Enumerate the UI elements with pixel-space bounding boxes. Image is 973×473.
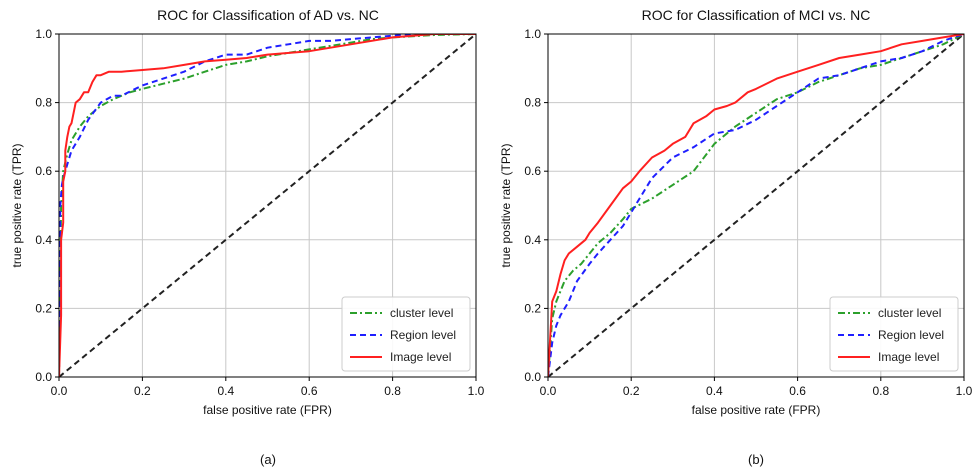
x-axis-label: false positive rate (FPR) [692,403,821,417]
roc-chart-ad-vs-nc: ROC for Classification of AD vs. NC0.0 0.… [10,7,485,467]
x-tick-label: 0.2 [623,384,640,398]
series-line-image-level [548,34,964,377]
x-tick-label: 0.4 [706,384,723,398]
y-tick-label: 0.0 [35,370,52,384]
legend-label: cluster level [878,306,941,320]
y-axis-label: true positive rate (TPR) [10,143,24,267]
x-tick-label: 0.6 [301,384,318,398]
y-tick-label: 1.0 [35,27,52,41]
x-tick-label: 1.0 [468,384,485,398]
y-tick-label: 0.4 [524,233,541,247]
x-axis-label: false positive rate (FPR) [203,403,332,417]
series-line-image-level [59,34,476,377]
y-tick-label: 1.0 [524,27,541,41]
series-line-region-level [548,34,964,377]
x-tick-label: 0.6 [789,384,806,398]
legend-box [829,296,959,372]
panel-caption: (b) [748,452,764,467]
series-line-cluster-level [59,34,476,377]
legend-label: Region level [390,328,456,342]
panel-caption: (a) [260,452,276,467]
y-tick-label: 0.2 [35,301,52,315]
x-tick-label: 0.8 [384,384,401,398]
x-tick-label: 0.0 [540,384,557,398]
y-tick-label: 0.2 [524,301,541,315]
chart-title: ROC for Classification of MCI vs. NC [642,7,871,23]
legend-label: Image level [878,350,939,364]
plot-frame [547,33,965,378]
x-tick-label: 0.0 [51,384,68,398]
x-tick-label: 0.8 [872,384,889,398]
y-tick-label: 0.8 [35,96,52,110]
legend-box [341,296,471,372]
y-tick-label: 0.4 [35,233,52,247]
legend-label: cluster level [390,306,453,320]
chart-title: ROC for Classification of AD vs. NC [157,7,379,23]
y-tick-label: 0.6 [524,164,541,178]
x-tick-label: 0.2 [134,384,151,398]
y-tick-label: 0.8 [524,96,541,110]
y-tick-label: 0.0 [524,370,541,384]
y-tick-label: 0.6 [35,164,52,178]
roc-chart-mci-vs-nc: ROC for Classification of MCI vs. NC0.0 0… [499,7,973,467]
plot-frame [58,33,477,378]
legend: cluster level Region level Image level [829,296,959,372]
legend-label: Image level [390,350,451,364]
series-group [548,34,964,377]
x-tick-label: 0.4 [217,384,234,398]
series-line-cluster-level [548,34,964,377]
series-group [59,34,476,377]
x-tick-label: 1.0 [956,384,973,398]
series-line-region-level [59,34,476,377]
y-axis-label: true positive rate (TPR) [499,143,513,267]
legend: cluster level Region level Image level [341,296,471,372]
legend-label: Region level [878,328,944,342]
